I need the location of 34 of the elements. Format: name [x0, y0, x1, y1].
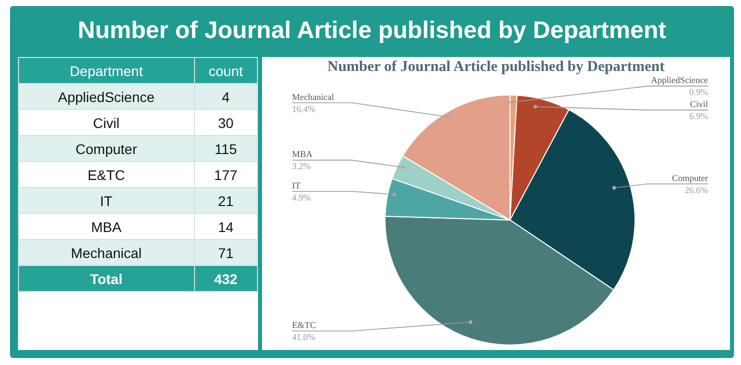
data-label: 4 — [194, 84, 258, 110]
data-label: 4.9% — [292, 192, 312, 202]
data-label: 71 — [194, 240, 258, 266]
data-label: 41.0% — [292, 332, 316, 342]
text: Number of Journal Article published by Department — [76, 16, 668, 46]
text: 432 — [214, 270, 238, 286]
data-label: 14 — [194, 214, 258, 240]
slice-label: Mechanical — [292, 92, 334, 102]
data-label: 3.2% — [292, 161, 312, 172]
text: Total — [18, 266, 194, 292]
category-label: IT — [18, 188, 194, 214]
data-label: 30 — [194, 110, 258, 136]
data-label: 6.9% — [689, 111, 708, 122]
slice-label: Computer — [672, 172, 708, 183]
text: Department — [18, 58, 194, 84]
category-label: Civil — [18, 110, 194, 136]
slice-label: IT — [292, 180, 301, 190]
slice-label: E&TC — [292, 320, 316, 330]
slice-label: Civil — [690, 99, 708, 110]
category-label: E&TC — [18, 162, 194, 188]
data-label: 21 — [194, 188, 258, 214]
slice-label: AppliedScience — [651, 75, 708, 86]
data-label: 26.6% — [684, 184, 708, 195]
data-label: 16.4% — [292, 104, 316, 114]
chart-title: Number of Journal Article published by Department — [326, 59, 666, 76]
text: count — [194, 58, 258, 84]
category-label: AppliedScience — [18, 84, 194, 110]
category-label: Mechanical — [18, 240, 194, 266]
slice-label: MBA — [292, 149, 314, 160]
category-label: Computer — [18, 136, 194, 162]
data-label: 0.9% — [689, 87, 708, 98]
data-label: 115 — [194, 136, 258, 162]
category-label: MBA — [18, 214, 194, 240]
data-label: 177 — [194, 162, 258, 188]
